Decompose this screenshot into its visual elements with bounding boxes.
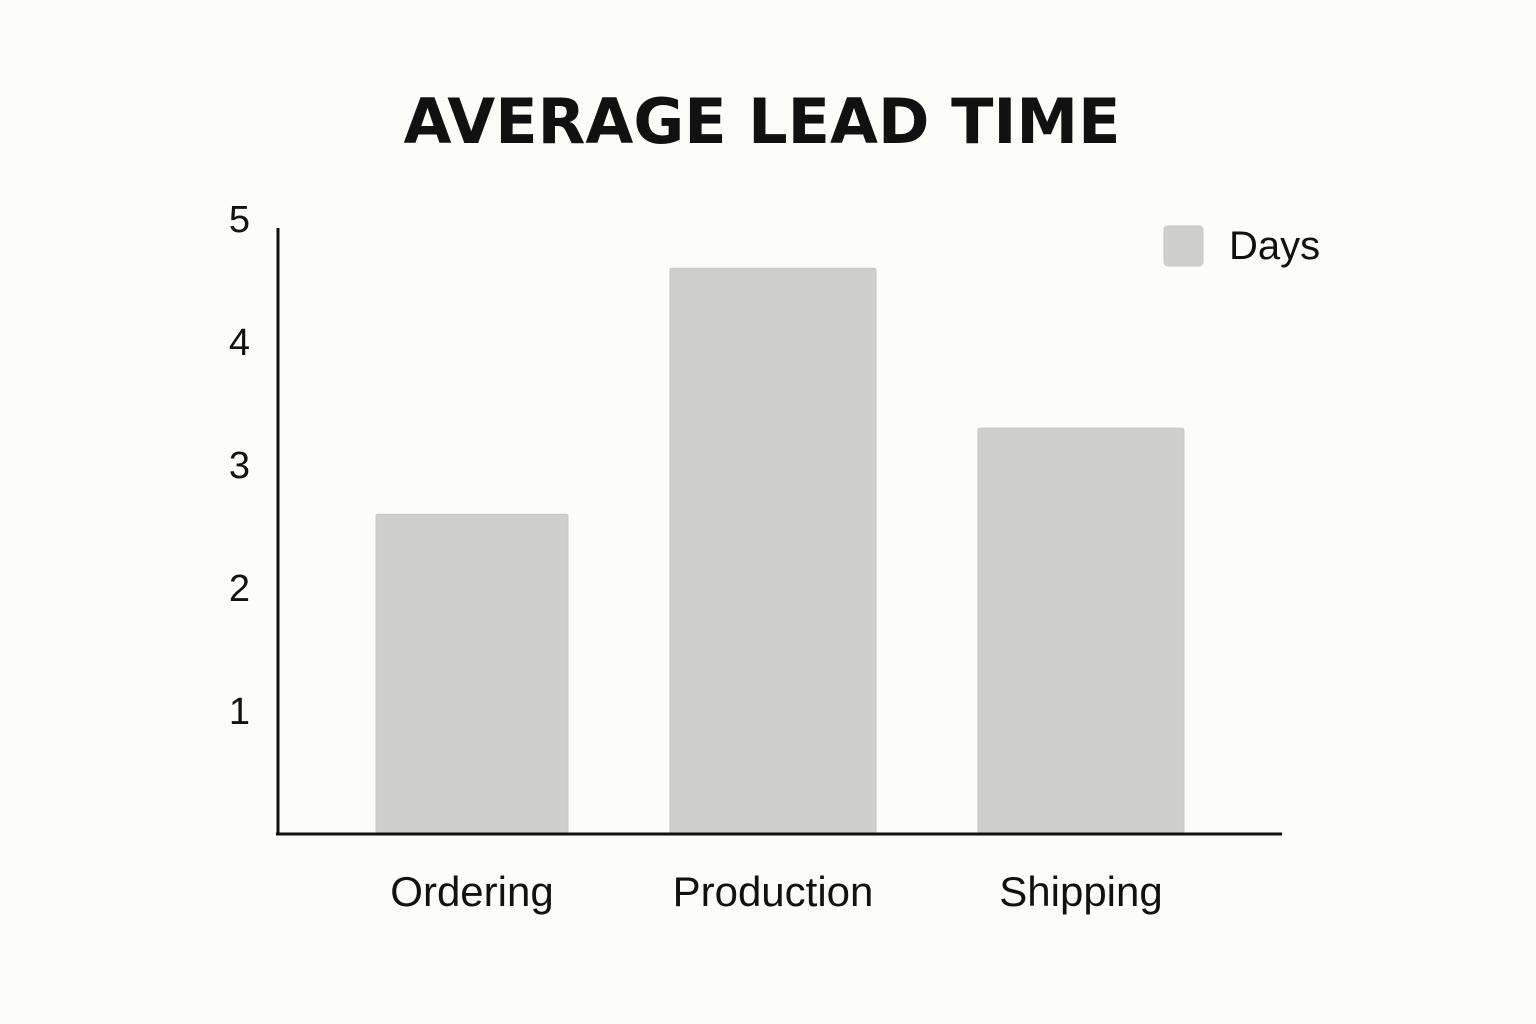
chart-title: AVERAGE LEAD TIME [404, 85, 1121, 158]
y-tick-label: 1 [229, 691, 250, 733]
category-label-ordering: Ordering [390, 868, 553, 915]
legend-label: Days [1229, 224, 1320, 268]
category-label-production: Production [673, 868, 874, 915]
bars [375, 267, 1185, 835]
bar-ordering [375, 513, 569, 835]
bar-production [669, 267, 877, 835]
legend-swatch [1163, 225, 1204, 267]
bar-shipping [977, 427, 1185, 835]
category-labels: Ordering Production Shipping [390, 868, 1162, 915]
category-label-shipping: Shipping [999, 868, 1162, 915]
y-tick-label: 5 [229, 199, 250, 241]
y-tick-label: 3 [229, 445, 250, 487]
y-tick-label: 2 [229, 568, 250, 610]
y-tick-label: 4 [229, 322, 250, 364]
y-axis-ticks: 1 2 3 4 5 [229, 199, 250, 733]
legend: Days [1163, 224, 1320, 268]
